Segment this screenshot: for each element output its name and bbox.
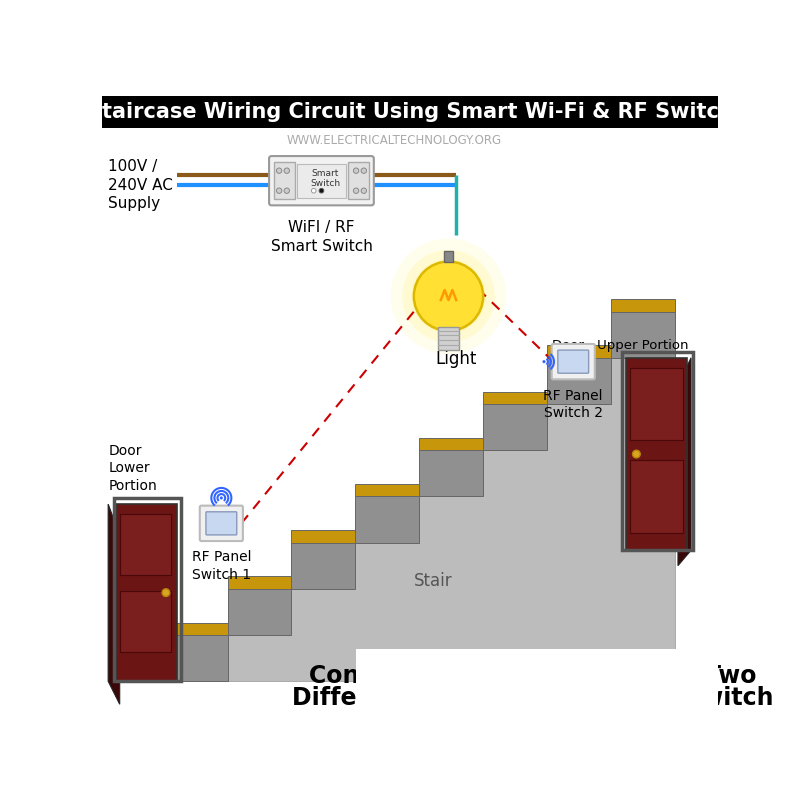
Circle shape — [277, 188, 282, 194]
Circle shape — [311, 189, 316, 193]
FancyBboxPatch shape — [483, 404, 547, 450]
FancyBboxPatch shape — [348, 162, 369, 199]
Text: Door
Lower
Portion: Door Lower Portion — [108, 444, 157, 493]
FancyBboxPatch shape — [483, 392, 547, 404]
Polygon shape — [678, 358, 691, 566]
Circle shape — [411, 259, 486, 333]
Circle shape — [354, 168, 358, 174]
Circle shape — [390, 238, 506, 354]
Circle shape — [414, 262, 483, 331]
Circle shape — [277, 168, 282, 174]
Circle shape — [354, 188, 358, 194]
FancyBboxPatch shape — [444, 250, 453, 262]
FancyBboxPatch shape — [163, 622, 227, 635]
Text: 100V /
240V AC
Supply: 100V / 240V AC Supply — [108, 159, 173, 211]
Circle shape — [284, 168, 290, 174]
FancyBboxPatch shape — [611, 312, 675, 358]
Text: WWW.ELECTRICALTECHNOLOGY.ORG: WWW.ELECTRICALTECHNOLOGY.ORG — [287, 134, 502, 147]
FancyBboxPatch shape — [355, 496, 419, 542]
Text: RF Panel
Switch 2: RF Panel Switch 2 — [543, 389, 603, 420]
Text: Light: Light — [435, 350, 477, 368]
FancyBboxPatch shape — [163, 635, 227, 682]
FancyBboxPatch shape — [630, 460, 682, 533]
Circle shape — [361, 168, 366, 174]
FancyBboxPatch shape — [558, 350, 589, 373]
FancyBboxPatch shape — [269, 156, 374, 206]
FancyBboxPatch shape — [291, 530, 355, 542]
FancyBboxPatch shape — [227, 589, 291, 635]
Circle shape — [361, 188, 366, 194]
Text: Controlling a Light Bulb from Two: Controlling a Light Bulb from Two — [310, 664, 757, 688]
FancyBboxPatch shape — [291, 542, 355, 589]
Text: RF Panel
Switch 1: RF Panel Switch 1 — [192, 550, 251, 582]
FancyBboxPatch shape — [297, 164, 346, 198]
FancyBboxPatch shape — [200, 506, 243, 541]
Text: Stair: Stair — [414, 572, 453, 590]
Circle shape — [633, 450, 640, 458]
FancyBboxPatch shape — [626, 358, 687, 550]
FancyBboxPatch shape — [121, 591, 171, 652]
Polygon shape — [163, 312, 675, 682]
FancyBboxPatch shape — [121, 514, 171, 575]
Text: Smart
Switch: Smart Switch — [310, 169, 340, 188]
FancyBboxPatch shape — [630, 368, 682, 440]
FancyBboxPatch shape — [552, 344, 594, 379]
Text: WiFI / RF
Smart Switch: WiFI / RF Smart Switch — [270, 220, 372, 254]
FancyBboxPatch shape — [419, 438, 483, 450]
Circle shape — [284, 188, 290, 194]
FancyBboxPatch shape — [102, 96, 718, 128]
FancyBboxPatch shape — [206, 512, 237, 535]
FancyBboxPatch shape — [547, 358, 611, 404]
FancyBboxPatch shape — [116, 504, 178, 682]
FancyBboxPatch shape — [355, 484, 419, 496]
Circle shape — [220, 496, 223, 499]
Text: Different Places using Smart Switch: Different Places using Smart Switch — [293, 686, 774, 710]
Circle shape — [402, 250, 494, 342]
FancyBboxPatch shape — [356, 649, 718, 712]
FancyBboxPatch shape — [547, 346, 611, 358]
Circle shape — [542, 360, 546, 363]
Text: Staircase Wiring Circuit Using Smart Wi-Fi & RF Switch: Staircase Wiring Circuit Using Smart Wi-… — [86, 102, 734, 122]
Text: Door - Upper Portion: Door - Upper Portion — [552, 338, 689, 352]
FancyBboxPatch shape — [438, 327, 459, 350]
FancyBboxPatch shape — [274, 162, 295, 199]
FancyBboxPatch shape — [611, 299, 675, 312]
Circle shape — [162, 589, 170, 597]
FancyBboxPatch shape — [227, 577, 291, 589]
FancyBboxPatch shape — [419, 450, 483, 496]
Circle shape — [319, 189, 324, 193]
Polygon shape — [108, 504, 120, 704]
